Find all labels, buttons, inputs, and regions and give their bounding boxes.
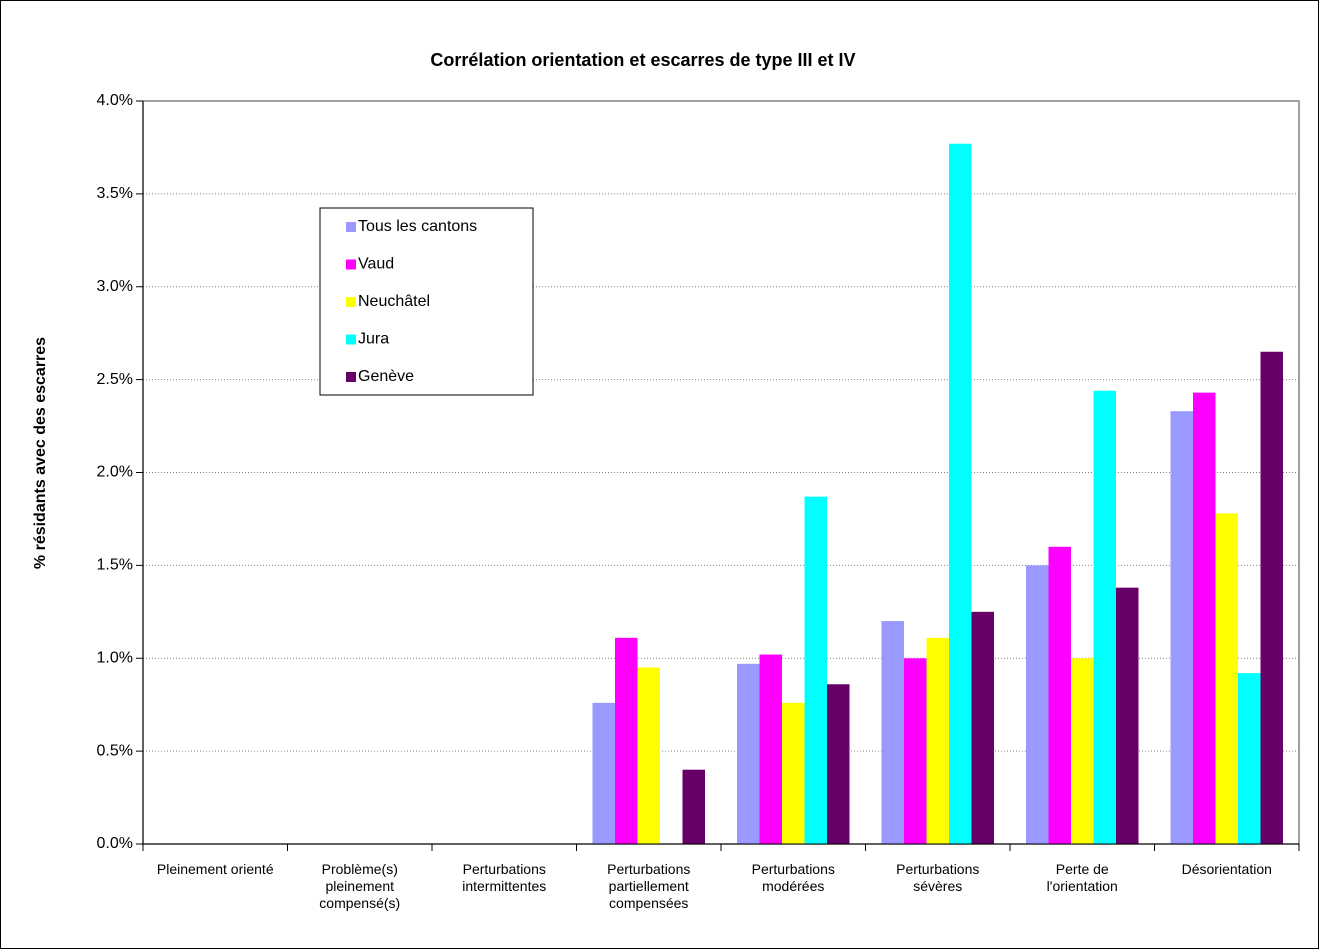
bar xyxy=(1093,390,1116,844)
bar xyxy=(804,496,827,844)
bar xyxy=(971,611,994,844)
bar xyxy=(759,654,782,844)
bar xyxy=(881,621,904,844)
bar xyxy=(1170,411,1193,844)
bar xyxy=(1116,587,1139,844)
legend-swatch xyxy=(346,334,356,345)
x-tick-label: Perte de l'orientation xyxy=(1046,861,1118,894)
bar xyxy=(637,667,660,844)
legend-swatch xyxy=(346,297,356,307)
bar xyxy=(592,702,615,844)
legend-swatch xyxy=(346,372,356,382)
x-tick-label: Perturbations sévères xyxy=(896,861,980,894)
legend-label: Genève xyxy=(358,368,414,385)
x-tick-label: Désorientation xyxy=(1181,861,1272,877)
y-tick-label: 3.0% xyxy=(97,278,133,295)
x-tick-label: Pleinement orienté xyxy=(156,861,274,877)
y-tick-label: 2.0% xyxy=(97,464,133,481)
bar xyxy=(682,769,705,844)
legend-label: Neuchâtel xyxy=(358,293,430,310)
legend-swatch xyxy=(346,259,356,270)
bar xyxy=(1215,513,1238,844)
bar xyxy=(1071,658,1094,844)
legend-label: Tous les cantons xyxy=(358,218,477,235)
legend-label: Vaud xyxy=(358,256,394,273)
y-tick-label: 1.0% xyxy=(97,649,133,666)
x-tick-label: Problème(s) pleinement compensé(s) xyxy=(319,861,401,911)
chart-title: Corrélation orientation et escarres de t… xyxy=(430,50,855,70)
y-tick-label: 4.0% xyxy=(97,92,133,109)
legend-label: Jura xyxy=(358,331,389,348)
bar xyxy=(904,658,927,844)
y-tick-label: 0.5% xyxy=(97,742,133,759)
x-tick-label: Perturbations modérées xyxy=(751,861,835,894)
bar xyxy=(615,637,638,844)
bar xyxy=(926,637,949,844)
bar xyxy=(1193,392,1216,844)
y-tick-label: 0.0% xyxy=(97,835,133,852)
y-axis-label: % résidants avec des escarres xyxy=(32,337,49,569)
y-tick-label: 3.5% xyxy=(97,185,133,202)
bar xyxy=(782,702,805,844)
bar xyxy=(1048,546,1071,844)
bar xyxy=(1026,565,1049,844)
bar xyxy=(949,143,972,844)
y-tick-label: 2.5% xyxy=(97,371,133,388)
x-tick-label: Perturbations intermittentes xyxy=(462,861,547,894)
x-tick-label: Perturbations partiellement compensées xyxy=(607,861,691,911)
bar xyxy=(1260,351,1283,844)
bar xyxy=(1238,673,1261,844)
bar xyxy=(827,684,850,844)
legend-swatch xyxy=(346,222,356,232)
y-tick-label: 1.5% xyxy=(97,557,133,574)
bar xyxy=(737,663,760,844)
